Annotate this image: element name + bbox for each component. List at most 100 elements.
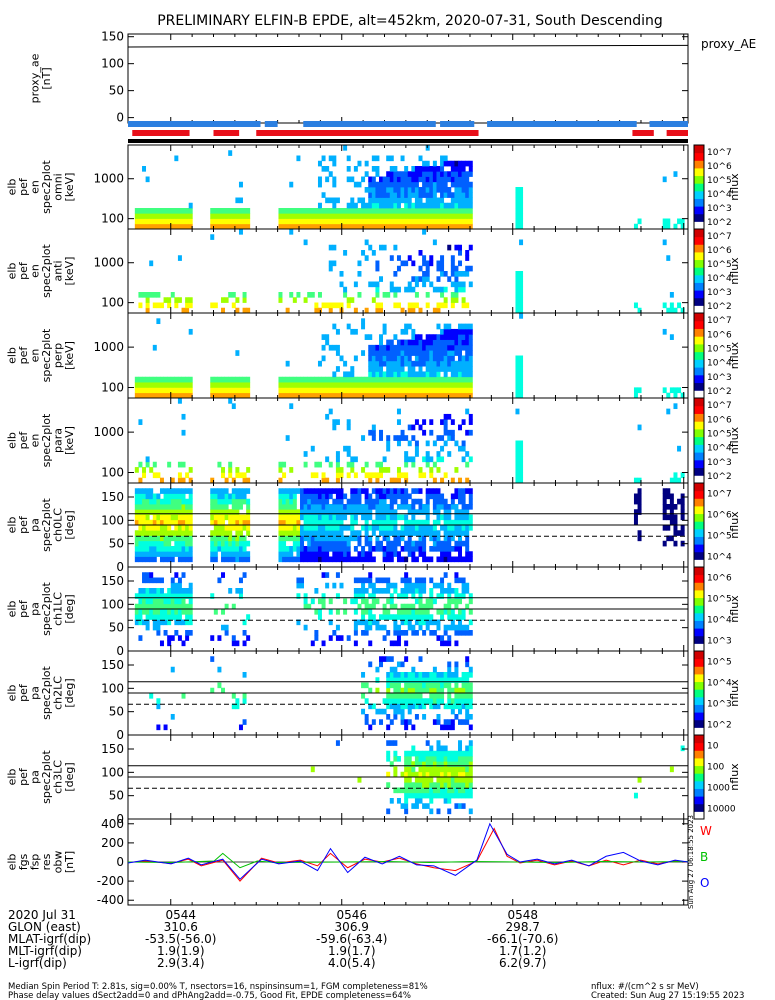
pa_ch3-cell xyxy=(422,782,427,788)
pa_ch3-ylabel-line: spec2plot xyxy=(40,750,53,804)
pa_ch3-cell xyxy=(432,771,437,778)
spec_omni-cell xyxy=(368,197,373,204)
spec_perp-cell xyxy=(393,387,398,394)
spec_perp-cell xyxy=(177,392,182,399)
pa_ch0-cell xyxy=(159,498,164,505)
spec_omni-cell xyxy=(346,223,351,230)
spec_para-cell xyxy=(429,419,434,425)
spec_omni-ylabel-line: pef xyxy=(17,177,30,196)
pa_ch0-cell xyxy=(228,519,233,526)
pa_ch0-cell xyxy=(328,514,333,521)
spec_perp-cell xyxy=(389,350,394,356)
pa_ch0-colorbar-label: nflux xyxy=(728,511,741,539)
pa_ch3-cell xyxy=(422,792,427,799)
spec_perp-colorbar-segment xyxy=(694,328,704,337)
pa_ch0-cell xyxy=(213,488,218,494)
pa_ch1-cell xyxy=(181,572,186,578)
pa_ch1-cell xyxy=(134,614,139,620)
pa_ch3-cell xyxy=(468,745,473,752)
spec_omni-cell xyxy=(447,187,452,193)
pa_ch1-cell xyxy=(396,640,401,647)
spec_anti-cell xyxy=(454,286,459,293)
pa_ch0-cell xyxy=(328,540,333,547)
spec_omni-cell xyxy=(371,202,376,209)
status-bar-red-segment xyxy=(132,130,190,136)
spec_perp-cell xyxy=(411,376,416,383)
pa_ch0-cell xyxy=(138,493,143,500)
pa_ch0-cell xyxy=(386,535,391,542)
pa_ch1-cell xyxy=(307,603,312,610)
pa_ch0-cell xyxy=(174,504,179,510)
pa_ch0-cell xyxy=(321,540,326,547)
spec_anti-cell xyxy=(152,302,157,309)
pa_ch0-cell xyxy=(213,519,218,526)
spec_anti-cell xyxy=(231,302,236,309)
spec_perp-cell xyxy=(300,382,305,388)
pa_ch1-cell xyxy=(404,577,409,584)
pa_ch2-cell xyxy=(447,687,452,694)
spec_omni-cell xyxy=(278,213,283,219)
pa_ch0-cell xyxy=(346,509,351,515)
pa_ch2-cell xyxy=(450,724,455,731)
pa_ch0-cell xyxy=(152,535,157,542)
pa_ch3-colorbar-tick: 10000 xyxy=(707,805,736,815)
pa_ch0-cell xyxy=(181,498,186,505)
spec_para-cell xyxy=(515,451,520,457)
spec_perp-cell xyxy=(357,392,362,399)
spec_perp-colorbar-tick: 10^6 xyxy=(707,330,732,340)
pa_ch2-cell xyxy=(364,682,369,689)
spec_anti-cell xyxy=(454,244,459,251)
status-bar-blue-segment xyxy=(264,121,278,127)
spec_omni-cell xyxy=(343,218,348,225)
spec_omni-cell xyxy=(393,176,398,183)
pa_ch3-colorbar-tick: 1000 xyxy=(707,784,730,794)
pa_ch0-cell xyxy=(289,525,294,531)
pa_ch0-cell xyxy=(303,498,308,505)
pa_ch1-cell xyxy=(393,619,398,626)
pa_ch1-cell xyxy=(159,577,164,584)
pa_ch0-cell xyxy=(188,530,193,536)
spec_omni-colorbar-segment xyxy=(694,198,704,207)
pa_ch0-cell xyxy=(310,498,315,505)
pa_ch0-cell xyxy=(443,514,448,521)
pa_ch1-cell xyxy=(450,614,455,620)
pa_ch0-cell xyxy=(163,488,168,494)
spec_omni-cell xyxy=(468,187,473,193)
spec_omni-cell xyxy=(461,202,466,209)
spec_perp-cell xyxy=(393,334,398,340)
spec_para-cell xyxy=(138,461,143,468)
pa_ch2-cell xyxy=(235,703,240,710)
pa_ch0-cell xyxy=(170,504,175,510)
pa_ch1-cell xyxy=(156,588,161,594)
pa_ch0-cell xyxy=(382,488,387,494)
pa_ch1-cell xyxy=(328,619,333,626)
pa_ch0-cell xyxy=(368,546,373,552)
pa_ch0-cell xyxy=(400,546,405,552)
spec_perp-cell xyxy=(364,382,369,388)
pa_ch0-cell xyxy=(673,540,678,547)
spec_omni-cell xyxy=(292,218,297,225)
spec_para-cell xyxy=(353,472,358,479)
pa_ch0-cell xyxy=(346,556,351,563)
spec_anti-cell xyxy=(407,255,412,261)
spec_omni-ylabel-line: spec2plot xyxy=(40,160,53,214)
pa_ch0-cell xyxy=(152,498,157,505)
pa_ch0-cell xyxy=(228,540,233,547)
spec_perp-cell xyxy=(393,355,398,362)
spec_para-cell xyxy=(432,477,437,484)
spec_para-cell xyxy=(637,424,642,431)
spec_omni-cell xyxy=(432,176,437,183)
spec_para-cell xyxy=(515,477,520,484)
pa_ch0-cell xyxy=(633,509,638,515)
pa_ch0-cell xyxy=(461,519,466,526)
spec_anti-cell xyxy=(458,244,463,251)
pa_ch1-cell xyxy=(461,630,466,636)
pa_ch1-cell xyxy=(404,603,409,610)
spec_perp-cell xyxy=(389,371,394,378)
spec_omni-cell xyxy=(429,192,434,198)
spec_omni-cell xyxy=(515,213,520,219)
spec_perp-cell xyxy=(292,376,297,383)
pa_ch1-cell xyxy=(353,598,358,605)
pa_ch3-cell xyxy=(637,777,642,783)
